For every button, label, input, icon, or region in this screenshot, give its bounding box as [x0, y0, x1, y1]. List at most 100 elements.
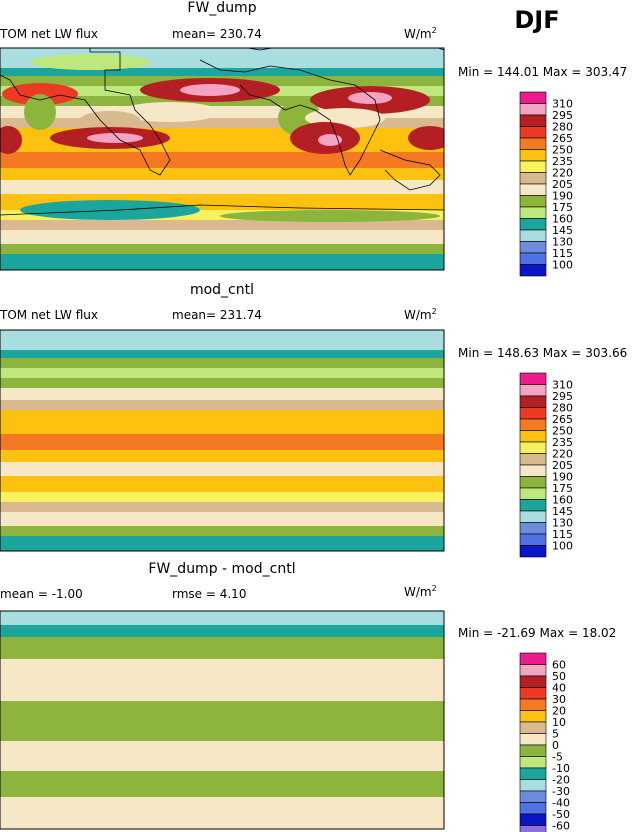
- colorbar-tick-label: 280: [552, 121, 573, 134]
- panel-2-units: W/m2: [404, 307, 437, 322]
- units-exponent: 2: [432, 584, 437, 593]
- field-patch: [30, 54, 150, 70]
- panel-1-stats: Min = 144.01 Max = 303.47: [458, 65, 627, 79]
- field-band: [0, 512, 444, 526]
- colorbar-tick-label: 145: [552, 505, 573, 518]
- colorbar-swatch: [519, 687, 547, 700]
- colorbar-tick-label: 295: [552, 390, 573, 403]
- colorbar-tick-label: 220: [552, 448, 573, 461]
- coastline: [379, 149, 441, 191]
- colorbar-tick-label: 145: [552, 224, 573, 237]
- colorbar-swatch: [519, 813, 547, 826]
- colorbar-swatch: [519, 767, 547, 780]
- colorbar-swatch: [519, 733, 547, 746]
- field-band: [0, 536, 444, 551]
- colorbar-swatch: [519, 395, 547, 408]
- colorbar-tick-label: 160: [552, 213, 573, 226]
- panel-3-rmse: rmse = 4.10: [172, 587, 246, 601]
- field-band: [0, 118, 444, 128]
- colorbar-tick-label: 295: [552, 109, 573, 122]
- field-band: [0, 476, 444, 492]
- panel-1-map: [0, 8, 444, 270]
- field-band: [0, 797, 444, 829]
- colorbar-swatch: [519, 241, 547, 254]
- colorbar-tick-label: 30: [552, 693, 566, 706]
- colorbar-swatch: [519, 126, 547, 139]
- colorbar-swatch: [519, 252, 547, 265]
- panel-2-mean: mean= 231.74: [172, 308, 262, 322]
- colorbar-swatch: [519, 675, 547, 688]
- colorbar-swatch: [519, 453, 547, 466]
- field-patch: [360, 8, 440, 28]
- colorbar-tick-label: -10: [552, 762, 570, 775]
- field-patch: [348, 92, 392, 104]
- colorbar-swatch: [519, 698, 547, 711]
- field-band: [0, 625, 444, 637]
- colorbar-swatch: [519, 195, 547, 208]
- coastline: [0, 204, 444, 216]
- colorbar-tick-label: 205: [552, 459, 573, 472]
- colorbar-swatch: [519, 372, 547, 385]
- field-patch: [360, 8, 440, 28]
- field-patch: [24, 94, 56, 130]
- panel-3-stats: Min = -21.69 Max = 18.02: [458, 626, 616, 640]
- colorbar-swatch: [519, 652, 547, 665]
- colorbar-tick-label: 220: [552, 167, 573, 180]
- colorbar-swatch: [519, 218, 547, 231]
- colorbar-tick-label: 130: [552, 236, 573, 249]
- field-band: [0, 388, 444, 400]
- colorbar-swatch: [519, 802, 547, 815]
- colorbar-tick-label: -20: [552, 774, 570, 787]
- panel-1: FW_dump TOM net LW flux mean= 230.74 W/m…: [0, 0, 627, 277]
- field-patch: [318, 134, 342, 146]
- colorbar-swatch: [519, 464, 547, 477]
- panel-1-map-frame: [0, 47, 445, 271]
- colorbar-tick-label: -5: [552, 751, 563, 764]
- colorbar-swatch: [519, 91, 547, 104]
- panel-2-title: mod_cntl: [190, 282, 254, 298]
- field-band: [0, 254, 444, 270]
- field-band: [0, 180, 444, 194]
- panel-2-variable: TOM net LW flux: [0, 308, 98, 322]
- panel-2-colorbar: 3102952802652502352202051901751601451301…: [519, 372, 573, 558]
- colorbar-swatch: [519, 103, 547, 116]
- panel-2: mod_cntl TOM net LW flux mean= 231.74 W/…: [0, 8, 627, 558]
- colorbar-tick-label: 10: [552, 716, 566, 729]
- colorbar-swatch: [519, 825, 547, 832]
- colorbar-swatch: [519, 510, 547, 523]
- field-band: [0, 358, 444, 368]
- colorbar-tick-label: 235: [552, 436, 573, 449]
- units-exponent: 2: [432, 26, 437, 35]
- colorbar-tick-label: 5: [552, 728, 559, 741]
- panel-3: FW_dump - mod_cntl mean = -1.00 rmse = 4…: [0, 3, 616, 832]
- field-band: [0, 701, 444, 741]
- colorbar-tick-label: 250: [552, 425, 573, 438]
- colorbar-tick-label: 40: [552, 682, 566, 695]
- colorbar-tick-label: 60: [552, 659, 566, 672]
- field-band: [0, 378, 444, 388]
- colorbar-tick-label: 50: [552, 670, 566, 683]
- field-patch: [10, 3, 70, 13]
- field-band: [0, 434, 444, 450]
- field-band: [0, 611, 444, 625]
- coastline: [199, 59, 381, 176]
- coastline: [0, 48, 171, 176]
- colorbar-tick-label: 100: [552, 259, 573, 272]
- colorbar-tick-label: 160: [552, 494, 573, 507]
- panel-1-mean: mean= 230.74: [172, 27, 262, 41]
- colorbar-swatch: [519, 418, 547, 431]
- colorbar-swatch: [519, 721, 547, 734]
- panel-1-colorbar: 3102952802652502352202051901751601451301…: [519, 91, 573, 277]
- panel-3-mean: mean = -1.00: [0, 587, 83, 601]
- panel-3-units: W/m2: [404, 584, 437, 599]
- colorbar-swatch: [519, 522, 547, 535]
- colorbar-swatch: [519, 779, 547, 792]
- units-exponent: 2: [432, 307, 437, 316]
- colorbar-tick-label: 100: [552, 540, 573, 553]
- units-base: W/m: [404, 308, 432, 322]
- field-band: [0, 68, 444, 76]
- colorbar-tick-label: 235: [552, 155, 573, 168]
- colorbar-swatch: [519, 114, 547, 127]
